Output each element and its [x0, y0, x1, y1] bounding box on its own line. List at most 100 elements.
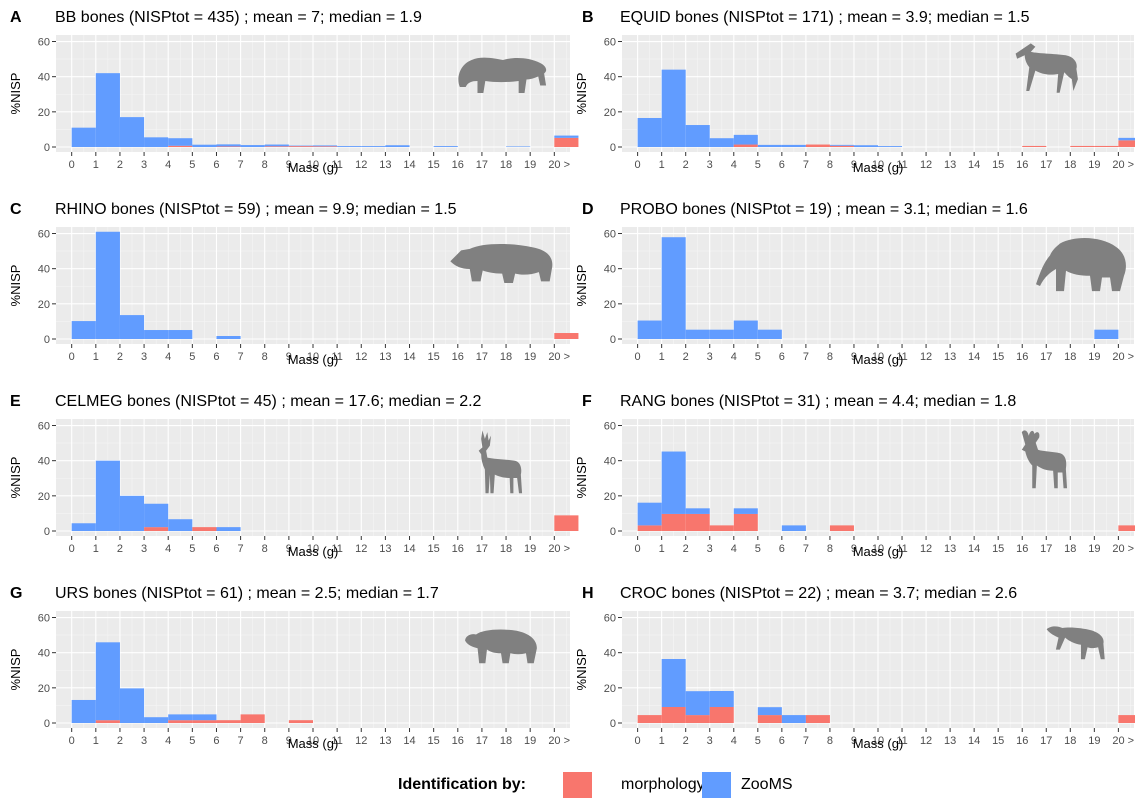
bar-zooms — [709, 138, 734, 147]
x-tick-label: 7 — [803, 159, 809, 171]
bear-silhouette-shape — [465, 629, 537, 664]
x-tick-label: 19 — [1088, 543, 1100, 555]
bar-morphology — [554, 515, 579, 531]
bar-zooms — [661, 237, 686, 339]
x-tick-label: 0 — [635, 159, 641, 171]
panel-letter: G — [10, 585, 22, 602]
x-tick-label: 12 — [920, 159, 932, 171]
x-tick-label: 18 — [1064, 351, 1076, 363]
x-tick-label: 12 — [920, 543, 932, 555]
x-tick-label: 10 — [872, 543, 884, 555]
bar-morphology — [829, 525, 854, 531]
bar-zooms — [337, 146, 362, 147]
x-tick-label: 3 — [707, 543, 713, 555]
bar-zooms — [240, 145, 265, 147]
y-tick-label: 20 — [38, 299, 50, 311]
y-axis-label: %NISP — [574, 457, 589, 499]
bar-zooms — [637, 502, 662, 526]
panel-letter: A — [10, 9, 22, 26]
x-axis-label: Mass (g) — [853, 736, 904, 751]
bar-morphology — [554, 137, 579, 147]
x-tick-label: 4 — [731, 543, 737, 555]
bar-zooms — [878, 146, 903, 147]
x-tick-label: 17 — [476, 735, 488, 747]
panel-letter: F — [582, 393, 592, 410]
legend-title: Identification by: — [398, 776, 526, 793]
x-tick-label: 17 — [1040, 735, 1052, 747]
x-tick-label: 0 — [69, 159, 75, 171]
x-axis-label: Mass (g) — [853, 352, 904, 367]
x-tick-label: 5 — [189, 159, 195, 171]
x-tick-label: 18 — [1064, 159, 1076, 171]
bar-morphology — [661, 513, 686, 531]
x-tick-label: 6 — [779, 159, 785, 171]
x-tick-label: 19 — [1088, 351, 1100, 363]
panel-title: URS bones (NISPtot = 61) ; mean = 2.5; m… — [55, 585, 439, 602]
x-tick-label: 9 — [851, 351, 857, 363]
bar-zooms — [95, 231, 120, 339]
legend-label-zooms: ZooMS — [741, 776, 793, 793]
x-tick-label: 7 — [238, 543, 244, 555]
bar-zooms — [757, 329, 782, 339]
legend-label-morphology: morphology — [621, 776, 705, 793]
panel-title: RANG bones (NISPtot = 31) ; mean = 4.4; … — [620, 393, 1016, 410]
x-tick-label: 2 — [683, 543, 689, 555]
bar-zooms — [829, 144, 854, 146]
x-tick-label: 11 — [896, 159, 907, 171]
x-tick-label: 18 — [500, 543, 512, 555]
panel-title: BB bones (NISPtot = 435) ; mean = 7; med… — [55, 9, 422, 26]
x-tick-label: 14 — [968, 735, 980, 747]
x-tick-label: 11 — [331, 543, 342, 555]
x-tick-label: 6 — [213, 735, 219, 747]
x-tick-label: 20 > — [548, 159, 570, 171]
red-deer-silhouette-icon — [478, 430, 523, 494]
bar-zooms — [216, 527, 241, 531]
x-tick-label: 2 — [117, 543, 123, 555]
reindeer-silhouette-icon — [1021, 430, 1068, 489]
panel-title: RHINO bones (NISPtot = 59) ; mean = 9.9;… — [55, 201, 457, 218]
x-axis-label: Mass (g) — [853, 544, 904, 559]
bar-zooms — [757, 144, 782, 147]
red-deer-silhouette-shape — [478, 430, 523, 494]
x-tick-label: 19 — [1088, 159, 1100, 171]
x-tick-label: 1 — [93, 351, 99, 363]
y-tick-label: 0 — [44, 334, 50, 346]
x-tick-label: 13 — [944, 735, 956, 747]
x-tick-label: 6 — [213, 159, 219, 171]
panel-letter: D — [582, 201, 594, 218]
y-axis-label: %NISP — [574, 649, 589, 691]
bar-morphology — [192, 720, 217, 723]
mammoth-silhouette-icon — [1036, 238, 1126, 292]
x-tick-label: 0 — [635, 351, 641, 363]
x-tick-label: 16 — [452, 351, 464, 363]
x-tick-label: 20 > — [1112, 543, 1134, 555]
x-tick-label: 19 — [1088, 735, 1100, 747]
bar-zooms — [361, 146, 386, 147]
y-tick-label: 40 — [38, 72, 50, 84]
x-tick-label: 3 — [141, 351, 147, 363]
x-tick-label: 20 > — [1112, 159, 1134, 171]
bar-zooms — [1118, 137, 1135, 141]
x-tick-label: 6 — [779, 543, 785, 555]
x-axis-label: Mass (g) — [288, 352, 339, 367]
x-tick-label: 18 — [500, 159, 512, 171]
x-tick-label: 6 — [213, 543, 219, 555]
x-tick-label: 4 — [165, 159, 171, 171]
x-tick-label: 5 — [755, 159, 761, 171]
bar-zooms — [853, 145, 878, 147]
x-tick-label: 8 — [262, 543, 268, 555]
x-tick-label: 15 — [992, 735, 1004, 747]
x-tick-label: 16 — [1016, 735, 1028, 747]
x-tick-label: 13 — [944, 159, 956, 171]
panel-title: EQUID bones (NISPtot = 171) ; mean = 3.9… — [620, 9, 1030, 26]
panel-letter: H — [582, 585, 594, 602]
bar-zooms — [264, 144, 289, 147]
x-tick-label: 17 — [476, 351, 488, 363]
x-tick-label: 5 — [189, 735, 195, 747]
bar-morphology — [264, 146, 289, 147]
bar-zooms — [144, 137, 169, 147]
